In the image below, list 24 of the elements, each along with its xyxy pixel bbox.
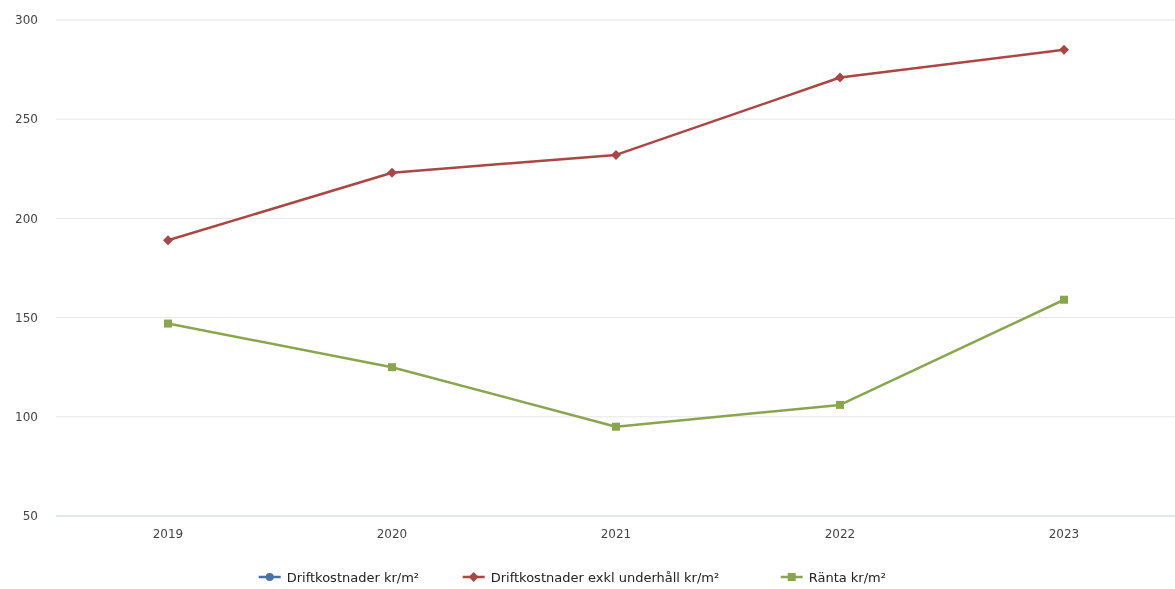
x-tick-label: 2021 (600, 527, 632, 541)
point (612, 422, 620, 431)
y-tick-label: 300 (15, 13, 38, 28)
point (611, 149, 621, 160)
point (836, 400, 844, 409)
legend-label: Driftkostnader kr/m² (286, 569, 420, 585)
x-tick-label: 2023 (1048, 527, 1080, 541)
point (1059, 44, 1069, 55)
point (388, 363, 396, 372)
point (1060, 295, 1068, 304)
point (163, 235, 173, 246)
legend-label: Driftkostnader exkl underhåll kr/m² (490, 569, 720, 585)
point (164, 319, 172, 328)
y-tick-label: 150 (15, 310, 38, 325)
x-tick-label: 2020 (376, 527, 408, 541)
point (387, 167, 397, 178)
point (835, 72, 845, 83)
y-tick-label: 200 (15, 211, 38, 226)
y-tick-label: 250 (15, 112, 38, 127)
x-tick-label: 2019 (152, 527, 184, 541)
y-tick-label: 100 (15, 410, 38, 424)
legend-label: Ränta kr/m² (808, 569, 886, 585)
y-tick-label: 50 (22, 509, 38, 524)
x-tick-label: 2022 (824, 527, 856, 541)
